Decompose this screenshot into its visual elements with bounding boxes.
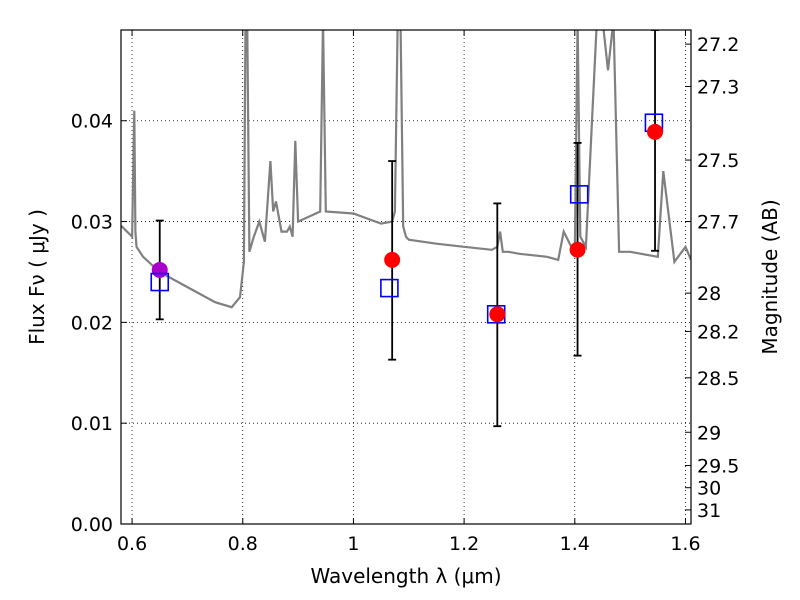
- y2-tick-label-1: 27.3: [697, 76, 739, 98]
- y2-tick-label-0: 27.2: [697, 34, 739, 56]
- x-tick-label-2: 1: [347, 533, 359, 555]
- blue-square-0: [150, 272, 170, 292]
- x-tick-label-5: 1.6: [670, 533, 700, 555]
- y-tick-label-3: 0.03: [71, 212, 113, 234]
- y2-tick-label-9: 30: [697, 478, 721, 500]
- red-point-1: [489, 306, 506, 323]
- grid: [121, 30, 691, 525]
- y-tick-label-2: 0.02: [71, 312, 113, 334]
- x-axis: 0.6 0.8 1 1.2 1.4 1.6: [117, 30, 701, 555]
- markers: [150, 113, 664, 324]
- y-axis-left: 0.00 0.01 0.02 0.03 0.04: [71, 111, 127, 536]
- red-point-2: [569, 241, 586, 258]
- y-tick-label-1: 0.01: [71, 413, 113, 435]
- plot-area: [121, 30, 691, 428]
- error-bar-4: [651, 30, 660, 252]
- y2-axis-label: Magnitude (AB): [758, 199, 782, 354]
- x-tick-label-0: 0.6: [117, 533, 147, 555]
- y2-tick-label-2: 27.5: [697, 150, 739, 172]
- blue-square-3: [569, 185, 589, 204]
- y2-tick-label-6: 28.5: [697, 368, 739, 390]
- y2-tick-label-8: 29.5: [697, 456, 739, 478]
- x-tick-label-1: 0.8: [228, 533, 258, 555]
- y2-tick-label-7: 29: [697, 422, 721, 444]
- x-tick-label-3: 1.2: [449, 533, 479, 555]
- y2-tick-label-5: 28.2: [697, 321, 739, 343]
- y2-tick-label-4: 28: [697, 283, 721, 305]
- y-tick-label-4: 0.04: [71, 111, 113, 133]
- x-tick-label-4: 1.4: [560, 533, 590, 555]
- y-tick-label-0: 0.00: [71, 514, 113, 536]
- y2-tick-label-3: 27.7: [697, 212, 739, 234]
- red-point-3: [647, 123, 664, 140]
- blue-square-1: [380, 278, 399, 298]
- red-point-0: [384, 251, 401, 268]
- y2-tick-label-10: 31: [697, 500, 721, 522]
- plot-frame: [120, 29, 692, 525]
- magenta-point-0: [151, 261, 168, 278]
- model-spectrum-line: [121, 30, 691, 309]
- error-bars: [155, 30, 660, 428]
- y-axis-label: Flux Fν ( μJy ): [25, 209, 49, 345]
- x-axis-label: Wavelength λ (μm): [310, 564, 501, 588]
